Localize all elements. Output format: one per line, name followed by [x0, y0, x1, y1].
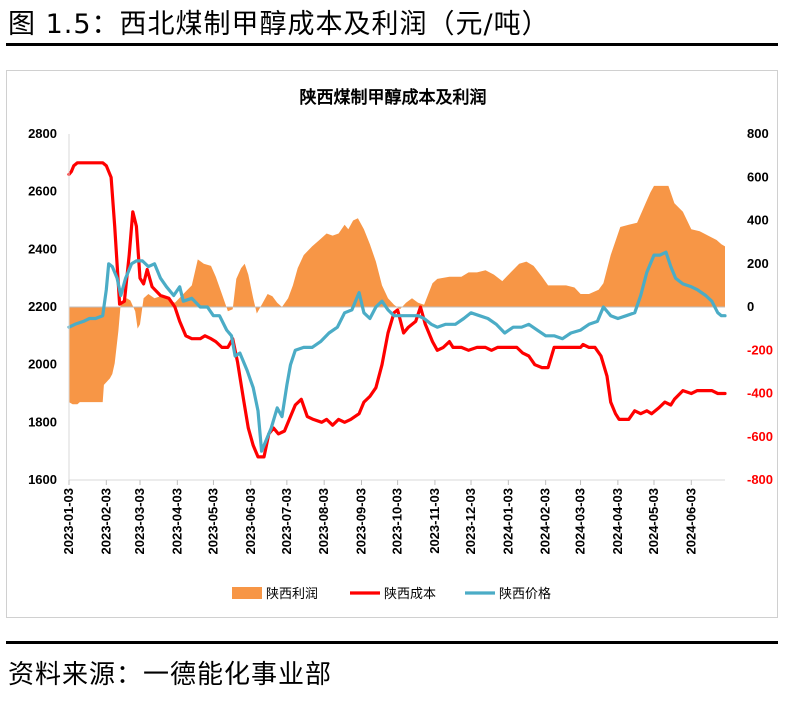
bottom-rule [6, 641, 778, 644]
profit-area [69, 185, 725, 405]
chart-frame: 陕西煤制甲醇成本及利润 1600 1800 2000 2200 2400 2600 2800… [6, 70, 778, 618]
cost-line [67, 161, 727, 459]
right-tick-label: 400 [747, 213, 769, 228]
legend-label: 陕西成本 [384, 587, 436, 602]
left-tick-label: 2400 [28, 241, 57, 256]
left-axis: 1600 1800 2000 2200 2400 2600 2800 [28, 126, 70, 487]
legend-label: 陕西价格 [499, 586, 551, 602]
right-axis: -800 -600 -400 -200 0 200 400 600 800 [747, 126, 773, 487]
x-tick-label: 2024-06-03 [683, 488, 698, 555]
x-axis: 2023-01-03 2023-02-03 2023-03-03 2023-04-03… [61, 479, 725, 555]
right-tick-label: 200 [747, 256, 769, 271]
x-tick-label: 2023-11-03 [427, 488, 442, 554]
right-tick-label: -400 [747, 386, 773, 401]
legend-swatch-profit [232, 587, 262, 599]
left-tick-label: 2800 [28, 126, 57, 141]
legend-label: 陕西利润 [266, 587, 318, 602]
figure-title: 图 1.5：西北煤制甲醇成本及利润（元/吨） [8, 9, 550, 40]
x-tick-label: 2023-08-03 [316, 488, 331, 555]
profit-area-group [69, 185, 725, 405]
cost-line-group [67, 161, 727, 459]
legend: 陕西利润 陕西成本 陕西价格 [232, 586, 551, 602]
left-tick-label: 2200 [28, 299, 57, 314]
price-line [67, 250, 727, 453]
left-tick-label: 1800 [28, 414, 57, 429]
price-line-group [67, 250, 727, 453]
x-tick-label: 2023-06-03 [243, 488, 258, 555]
x-tick-label: 2024-04-03 [610, 488, 625, 555]
x-tick-label: 2024-03-03 [573, 488, 588, 555]
x-tick-label: 2023-05-03 [205, 488, 220, 555]
x-tick-label: 2023-04-03 [169, 488, 184, 555]
x-tick-label: 2023-03-03 [132, 488, 147, 555]
x-tick-label: 2023-02-03 [98, 488, 113, 555]
x-tick-label: 2023-01-03 [61, 488, 76, 555]
right-tick-label: -800 [747, 472, 773, 487]
right-tick-label: -200 [747, 342, 773, 357]
left-tick-label: 2000 [28, 357, 57, 372]
chart: 陕西煤制甲醇成本及利润 1600180020002200240026002800… [28, 87, 773, 602]
x-tick-label: 2024-05-03 [646, 488, 661, 555]
x-tick-label: 2023-12-03 [463, 488, 478, 555]
x-tick-label: 2023-07-03 [279, 488, 294, 555]
left-tick-label: 2600 [28, 184, 57, 199]
x-tick-label: 2024-01-03 [500, 488, 515, 555]
right-tick-label: 0 [747, 299, 754, 314]
chart-title: 陕西煤制甲醇成本及利润 [300, 87, 487, 108]
x-tick-label: 2023-09-03 [354, 488, 369, 555]
top-rule [6, 43, 778, 46]
right-tick-label: -600 [747, 429, 773, 444]
x-tick-label: 2023-10-03 [390, 488, 405, 555]
source-note: 资料来源：一德能化事业部 [8, 660, 333, 690]
right-tick-label: 600 [747, 169, 769, 184]
right-tick-label: 800 [747, 126, 769, 141]
left-tick-label: 1600 [28, 472, 57, 487]
x-tick-label: 2024-02-03 [538, 488, 553, 555]
